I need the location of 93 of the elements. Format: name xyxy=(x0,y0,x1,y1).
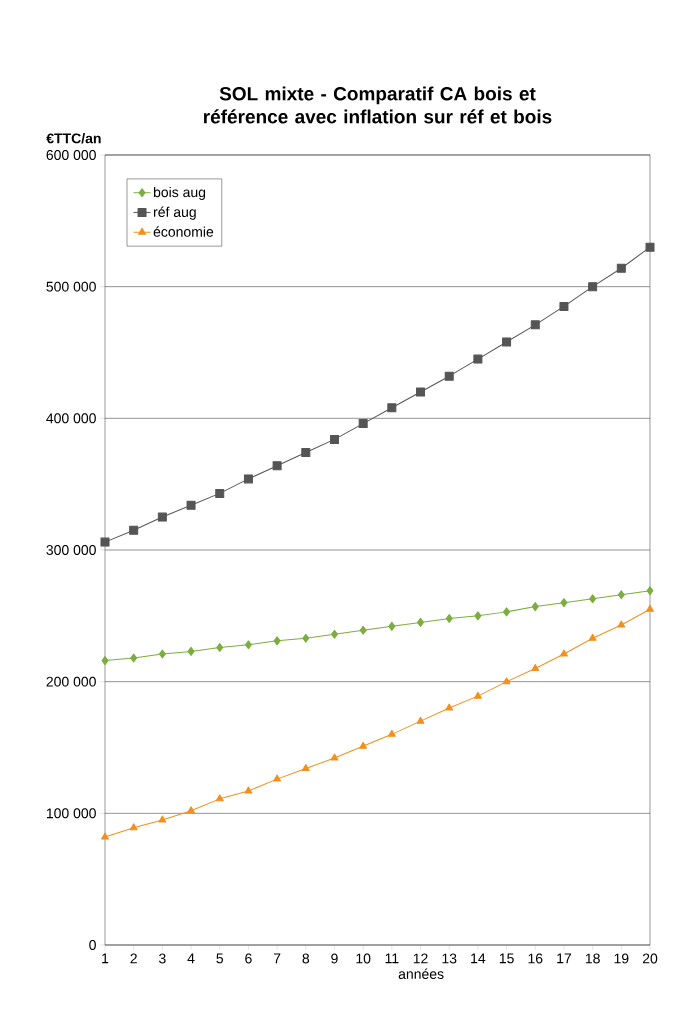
point xyxy=(130,653,138,663)
chart-title: SOL mixte - Comparatif CA bois et référence avec inflation sur réf et bois xyxy=(204,86,552,124)
point xyxy=(158,649,166,659)
point xyxy=(215,794,224,802)
y-tick-label: 300 000 xyxy=(46,545,96,555)
point xyxy=(588,633,597,641)
point xyxy=(473,691,482,699)
legend-label: économie xyxy=(153,226,214,237)
point xyxy=(502,337,512,347)
x-tick-label: 20 xyxy=(642,953,658,964)
x-tick-label: 4 xyxy=(187,953,195,964)
point xyxy=(445,613,453,623)
point xyxy=(503,607,511,617)
point xyxy=(244,786,253,794)
point xyxy=(616,263,626,273)
x-tick-label: 7 xyxy=(273,953,281,964)
x-tick-label: 16 xyxy=(528,953,543,964)
point xyxy=(617,590,625,600)
x-tick-label: 6 xyxy=(245,953,252,964)
point xyxy=(502,677,511,685)
point xyxy=(302,633,310,643)
x-tick-label: 17 xyxy=(557,953,572,964)
point xyxy=(646,604,654,612)
point xyxy=(358,419,368,429)
point xyxy=(646,586,654,596)
x-tick-label: 18 xyxy=(585,953,600,964)
x-tick-label: 13 xyxy=(442,953,457,964)
x-tick-label: 19 xyxy=(614,953,629,964)
point xyxy=(330,629,338,639)
point xyxy=(387,403,397,413)
y-tick-label: 500 000 xyxy=(46,281,96,292)
point xyxy=(187,806,196,814)
x-tick-label: 8 xyxy=(302,953,310,964)
point xyxy=(129,823,138,831)
x-tick-label: 3 xyxy=(159,953,166,964)
point xyxy=(158,815,167,823)
point xyxy=(474,611,482,621)
point xyxy=(559,301,569,311)
point xyxy=(531,602,539,612)
y-tick-label: 100 000 xyxy=(46,808,96,819)
point xyxy=(359,625,367,635)
legend-label: réf aug xyxy=(153,206,196,220)
point xyxy=(530,320,540,330)
point xyxy=(588,282,598,292)
y-tick-label: 200 000 xyxy=(46,676,96,687)
point xyxy=(417,617,425,627)
point xyxy=(243,474,253,484)
point xyxy=(272,461,282,471)
point xyxy=(129,525,139,535)
point xyxy=(273,774,282,782)
point xyxy=(559,649,568,657)
point xyxy=(444,371,454,381)
point xyxy=(387,729,396,737)
x-tick-label: 2 xyxy=(130,953,137,964)
x-tick-label: 10 xyxy=(356,953,371,964)
point xyxy=(157,512,167,522)
y-tick-label: 0 xyxy=(89,940,96,950)
point xyxy=(416,716,425,724)
point xyxy=(388,621,396,631)
point xyxy=(187,646,195,656)
legend-label: bois aug xyxy=(153,186,206,200)
point xyxy=(359,741,368,749)
point xyxy=(216,642,224,652)
point xyxy=(560,598,568,608)
point xyxy=(244,640,252,650)
x-tick-label: 14 xyxy=(471,953,486,964)
y-tick-label: 400 000 xyxy=(46,413,96,424)
y-tick-label: 600 000 xyxy=(46,150,96,160)
x-tick-label: 12 xyxy=(413,953,428,964)
point xyxy=(101,656,109,666)
point xyxy=(617,620,626,628)
point xyxy=(445,703,454,711)
point xyxy=(215,488,225,498)
x-tick-label: 15 xyxy=(499,953,514,964)
point xyxy=(329,434,339,444)
x-tick-label: 9 xyxy=(331,953,338,964)
point xyxy=(301,448,311,458)
point xyxy=(645,242,655,252)
x-tick-label: 5 xyxy=(216,953,224,964)
point xyxy=(101,832,109,840)
point xyxy=(589,594,597,604)
point xyxy=(330,753,339,761)
point xyxy=(186,500,196,510)
point xyxy=(531,664,540,671)
y-axis-title: €TTC/an xyxy=(46,133,101,144)
point xyxy=(301,764,310,772)
point xyxy=(473,354,483,364)
point xyxy=(273,636,281,646)
x-tick-label: 11 xyxy=(385,953,399,964)
point xyxy=(416,387,426,397)
x-axis-title: années xyxy=(398,968,444,979)
point xyxy=(100,537,110,547)
x-tick-label: 1 xyxy=(102,953,109,964)
